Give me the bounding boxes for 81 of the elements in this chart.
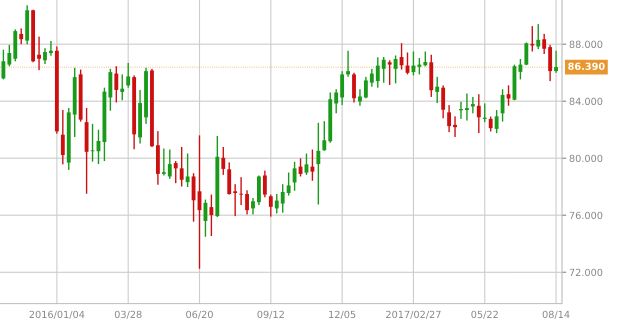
y-tick-label: 76.000 <box>570 212 602 220</box>
candlestick <box>364 76 368 99</box>
candlestick <box>459 101 463 120</box>
candlestick <box>412 50 416 76</box>
candlestick <box>382 56 386 84</box>
x-tick-label: 05/22 <box>471 310 498 319</box>
candlestick <box>292 161 297 192</box>
candlestick <box>186 152 190 188</box>
candlestick <box>447 104 452 133</box>
candlestick <box>245 190 249 216</box>
candlestick <box>1 49 6 80</box>
candlestick <box>268 194 273 218</box>
candlestick <box>334 88 338 114</box>
candlestick <box>304 152 308 176</box>
candlestick <box>536 23 540 50</box>
candlestick <box>441 84 446 120</box>
candlestick <box>168 148 172 180</box>
candlestick <box>506 84 510 106</box>
candlestick <box>239 176 244 206</box>
candlestick <box>180 146 184 188</box>
candlestick <box>400 42 404 70</box>
candlestick <box>162 148 166 176</box>
x-tick-label: 12/05 <box>329 310 356 319</box>
candlestick <box>96 129 100 165</box>
candlestick <box>417 57 422 76</box>
candlestick <box>192 172 196 222</box>
candlestick <box>280 183 285 214</box>
candlestick <box>43 47 47 65</box>
candlestick <box>204 198 208 238</box>
x-tick-label: 09/12 <box>257 310 284 319</box>
x-tick-label: 03/28 <box>114 310 142 319</box>
candlestick <box>358 88 362 106</box>
candlestick <box>548 44 552 82</box>
candlestick <box>233 183 238 217</box>
candlestick <box>310 148 314 182</box>
candlestick <box>524 42 528 66</box>
candlestick <box>346 50 350 78</box>
candlestick <box>298 158 302 178</box>
candlestick <box>500 88 505 122</box>
candlestick <box>114 66 118 104</box>
candlestick <box>435 76 440 104</box>
candlestick <box>126 62 130 88</box>
y-tick-label: 84.000 <box>570 98 602 106</box>
y-tick-label: 80.000 <box>570 154 602 162</box>
candlestick <box>286 172 291 196</box>
candlestick <box>262 170 267 198</box>
candlestick <box>476 94 481 134</box>
candlestick <box>542 33 546 55</box>
candlestick <box>494 109 499 134</box>
candlestick <box>174 160 178 184</box>
x-tick-label: 2017/02/27 <box>386 310 441 319</box>
candlestick <box>60 109 65 166</box>
candlestick <box>370 68 374 88</box>
candlestick <box>388 60 392 86</box>
candlestick <box>221 146 226 176</box>
candlestick <box>453 116 457 138</box>
candlestick <box>251 197 255 216</box>
candlestick <box>423 50 428 67</box>
x-tick-label: 08/14 <box>542 310 570 319</box>
candlestick <box>209 194 214 237</box>
x-tick-label: 2016/01/04 <box>30 310 84 319</box>
candlestick <box>340 70 344 106</box>
candlestick <box>376 56 380 88</box>
candlestick <box>49 40 53 56</box>
ref-line-label: 86.390 <box>568 62 605 70</box>
candlestick <box>482 102 487 123</box>
candlestick <box>7 44 12 67</box>
candlestick <box>406 52 410 76</box>
y-tick-label: 88.000 <box>570 40 602 48</box>
candlestick <box>316 122 320 206</box>
candlestick <box>352 72 356 104</box>
candlestick <box>394 54 398 84</box>
candlestick <box>274 193 279 214</box>
candlestick <box>464 92 469 122</box>
candlestick <box>37 36 41 71</box>
candlestick <box>470 96 475 114</box>
candlestick <box>518 58 522 80</box>
y-tick-label: 72.000 <box>570 268 602 276</box>
x-tick-label: 06/20 <box>186 310 213 319</box>
candlestick <box>554 50 558 74</box>
candlestick <box>120 74 124 101</box>
